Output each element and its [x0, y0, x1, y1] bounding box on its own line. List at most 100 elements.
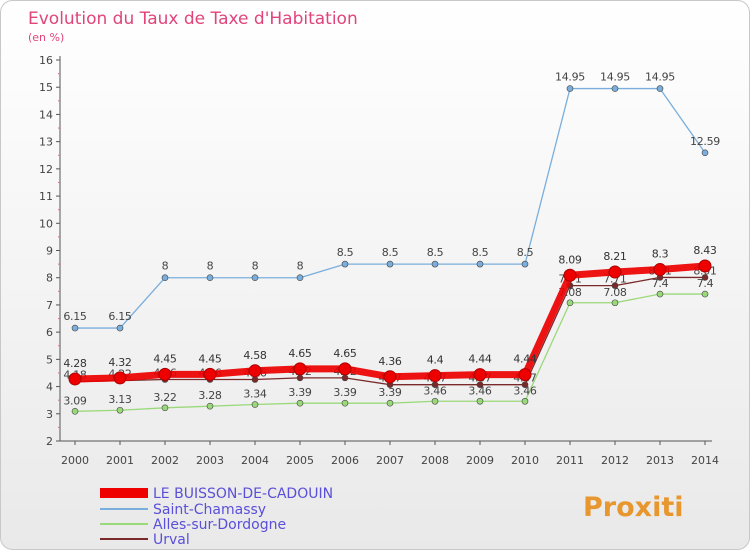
axes: 2 3 4 5 6 7 8 9 10 11 12 13 14 15 16 2000 2001 2002 2003 20… — [39, 54, 719, 467]
data-label: 4.4 — [427, 354, 444, 367]
legend-swatch — [100, 523, 148, 525]
y-tick-label: 2 — [46, 435, 53, 448]
chart-subtitle: (en %) — [28, 31, 64, 44]
data-point — [698, 259, 712, 273]
data-point — [608, 265, 622, 279]
x-tick-label: 2011 — [556, 454, 584, 467]
data-label: 7.4 — [697, 277, 714, 290]
data-point — [476, 260, 484, 268]
x-tick-label: 2009 — [466, 454, 494, 467]
data-point — [521, 397, 529, 405]
x-tick-label: 2014 — [691, 454, 719, 467]
x-tick-label: 2013 — [646, 454, 674, 467]
data-label: 3.22 — [153, 391, 176, 404]
x-tick-label: 2008 — [421, 454, 449, 467]
x-tick-label: 2000 — [61, 454, 89, 467]
data-label: 8 — [207, 260, 214, 273]
data-label: 4.44 — [513, 353, 537, 366]
data-point — [71, 324, 79, 332]
data-label: 8.5 — [382, 246, 399, 259]
data-point — [341, 399, 349, 407]
data-label: 8 — [162, 260, 169, 273]
x-tick-label: 2005 — [286, 454, 314, 467]
data-point — [701, 290, 709, 298]
data-point — [566, 85, 574, 92]
y-tick-label: 11 — [39, 190, 53, 203]
data-label: 8.5 — [517, 246, 534, 259]
data-point — [611, 299, 619, 307]
data-label: 4.36 — [378, 355, 402, 368]
y-tick-label: 8 — [46, 272, 53, 285]
data-label: 4.58 — [243, 349, 267, 362]
data-point — [338, 362, 352, 376]
legend-label: Saint-Chamassy — [153, 502, 266, 518]
data-point — [566, 299, 574, 307]
data-point — [431, 397, 439, 405]
data-point — [68, 372, 82, 386]
data-label: 8.43 — [693, 244, 717, 257]
data-point — [431, 260, 439, 268]
data-point — [653, 263, 667, 277]
data-point — [476, 397, 484, 405]
data-point — [611, 85, 619, 92]
legend-label: Alles-sur-Dordogne — [153, 517, 286, 533]
data-label: 4.65 — [288, 347, 312, 360]
data-label: 4.32 — [108, 356, 131, 369]
data-label: 3.09 — [63, 394, 87, 407]
y-tick-label: 12 — [39, 163, 53, 176]
data-point — [293, 362, 307, 376]
data-point — [386, 260, 394, 268]
data-label: 8.21 — [603, 250, 626, 263]
data-label: 8 — [297, 260, 304, 273]
y-tick-label: 16 — [39, 54, 53, 67]
data-point — [476, 381, 484, 388]
proxiti-logo: Proxiti — [583, 492, 684, 523]
y-tick-label: 5 — [46, 353, 53, 366]
data-label: 6.15 — [108, 310, 132, 323]
y-tick-label: 4 — [46, 381, 53, 394]
data-label: 3.39 — [378, 386, 402, 399]
data-point — [521, 381, 529, 388]
data-label: 8.3 — [652, 248, 669, 261]
data-label: 3.46 — [423, 384, 447, 397]
data-label: 4.65 — [333, 347, 357, 360]
y-tick-label: 9 — [46, 245, 53, 258]
data-point — [656, 85, 664, 92]
y-tick-label: 3 — [46, 408, 53, 421]
data-point — [518, 368, 532, 382]
data-label: 3.39 — [288, 386, 312, 399]
legend-label: LE BUISSON-DE-CADOUIN — [153, 486, 333, 502]
series-saint-chamassy: 6.15 6.15 8 8 8 8 8.5 8.5 8.5 8.5 8.5 14.95 14.95 14.… — [63, 71, 721, 332]
x-tick-label: 2006 — [331, 454, 359, 467]
y-tick-label: 6 — [46, 326, 53, 339]
data-point — [473, 368, 487, 382]
data-point — [203, 367, 217, 381]
data-point — [116, 406, 124, 414]
data-point — [296, 274, 304, 282]
data-point — [386, 399, 394, 407]
data-point — [341, 260, 349, 268]
series-le-buisson-de-cadouin: 4.28 4.32 4.45 4.45 4.58 4.65 4.65 4.36 4.4 4.44 4… — [63, 244, 717, 386]
data-point — [701, 274, 709, 281]
data-label: 14.95 — [555, 71, 585, 84]
data-label: 14.95 — [600, 71, 630, 84]
data-label: 14.95 — [645, 71, 675, 84]
y-tick-label: 15 — [39, 81, 53, 94]
data-label: 8 — [252, 260, 259, 273]
data-label: 8.5 — [472, 246, 489, 259]
data-point — [251, 274, 259, 282]
data-point — [161, 404, 169, 412]
legend: LE BUISSON-DE-CADOUINSaint-ChamassyAlles… — [100, 486, 333, 548]
data-label: 6.15 — [63, 310, 87, 323]
data-label: 7.4 — [652, 277, 669, 290]
data-label: 7.08 — [603, 286, 627, 299]
data-point — [158, 367, 172, 381]
x-tick-label: 2004 — [241, 454, 269, 467]
data-label: 3.34 — [243, 388, 267, 401]
x-tick-label: 2003 — [196, 454, 224, 467]
data-point — [116, 324, 124, 332]
y-tick-label: 10 — [39, 217, 53, 230]
data-point — [296, 399, 304, 407]
data-label: 4.45 — [198, 352, 222, 365]
data-point — [383, 370, 397, 384]
